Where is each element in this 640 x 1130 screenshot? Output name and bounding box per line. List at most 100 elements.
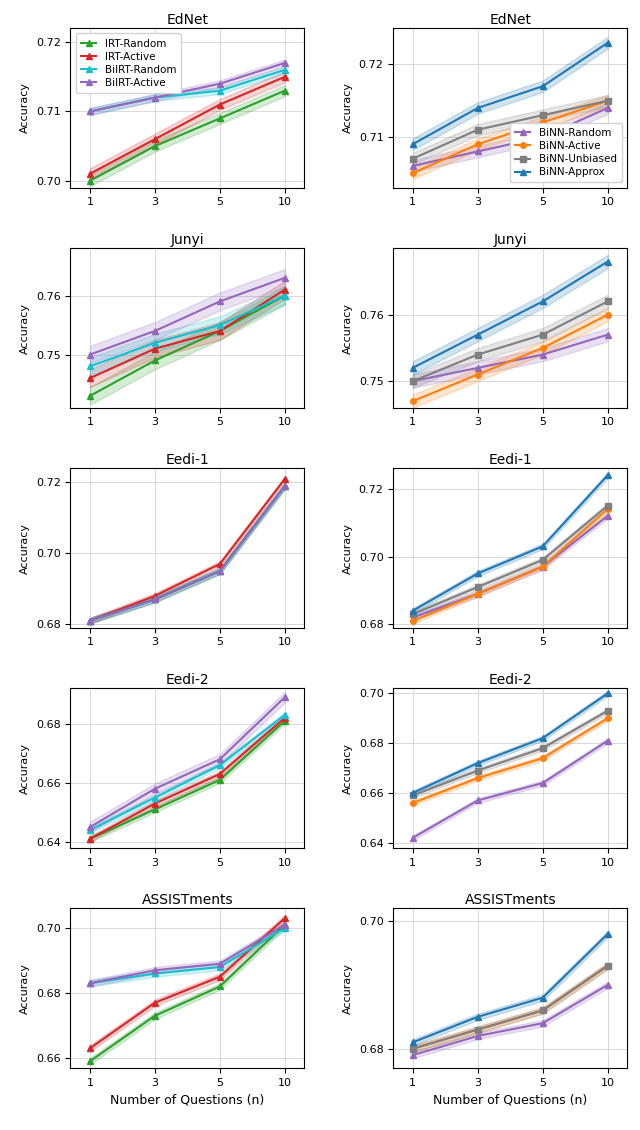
- BiNN-Active: [604, 712, 612, 725]
- BiNN-Active: [604, 308, 612, 322]
- BiNN-Unbiased: [474, 581, 481, 594]
- Legend: IRT-Random, IRT-Active, BiIRT-Random, BiIRT-Active: IRT-Random, IRT-Active, BiIRT-Random, Bi…: [76, 34, 182, 94]
- Legend: BiNN-Random, BiNN-Active, BiNN-Unbiased, BiNN-Approx: BiNN-Random, BiNN-Active, BiNN-Unbiased,…: [509, 123, 622, 182]
- Line: IRT-Active: IRT-Active: [87, 287, 287, 381]
- IRT-Active: [86, 372, 93, 385]
- IRT-Random: [86, 174, 93, 188]
- BiIRT-Active: [86, 820, 93, 834]
- Line: BiNN-Active: BiNN-Active: [410, 98, 611, 176]
- BiIRT-Active: [86, 105, 93, 119]
- IRT-Random: [151, 802, 159, 816]
- BiIRT-Random: [86, 976, 93, 990]
- Line: BiNN-Active: BiNN-Active: [410, 963, 611, 1052]
- BiNN-Random: [474, 362, 481, 375]
- BiIRT-Random: [216, 960, 224, 974]
- IRT-Random: [216, 980, 224, 993]
- BiNN-Unbiased: [409, 374, 417, 388]
- BiIRT-Random: [216, 564, 224, 577]
- BiNN-Unbiased: [539, 554, 547, 567]
- X-axis label: Number of Questions (n): Number of Questions (n): [110, 1093, 264, 1106]
- IRT-Active: [281, 472, 289, 486]
- BiNN-Active: [539, 560, 547, 574]
- BiNN-Random: [604, 102, 612, 115]
- BiNN-Active: [409, 615, 417, 628]
- IRT-Random: [86, 1054, 93, 1068]
- BiIRT-Random: [281, 479, 289, 493]
- Title: Eedi-1: Eedi-1: [166, 453, 209, 467]
- Line: BiIRT-Active: BiIRT-Active: [87, 922, 287, 986]
- Title: Junyi: Junyi: [171, 233, 204, 247]
- BiNN-Active: [409, 1042, 417, 1055]
- BiNN-Approx: [539, 79, 547, 93]
- BiNN-Active: [409, 166, 417, 180]
- Line: BiIRT-Random: BiIRT-Random: [87, 484, 287, 624]
- Title: EdNet: EdNet: [489, 14, 531, 27]
- BiIRT-Random: [281, 709, 289, 722]
- Line: IRT-Random: IRT-Random: [87, 88, 287, 183]
- BiNN-Unbiased: [604, 498, 612, 512]
- IRT-Random: [216, 324, 224, 338]
- BiNN-Active: [539, 751, 547, 765]
- BiNN-Active: [474, 588, 481, 601]
- IRT-Active: [151, 342, 159, 356]
- BiNN-Active: [604, 94, 612, 107]
- Y-axis label: Accuracy: Accuracy: [343, 742, 353, 793]
- Line: BiNN-Unbiased: BiNN-Unbiased: [410, 503, 611, 617]
- IRT-Random: [151, 139, 159, 153]
- BiNN-Active: [474, 1023, 481, 1036]
- Y-axis label: Accuracy: Accuracy: [343, 303, 353, 354]
- BiNN-Approx: [604, 36, 612, 50]
- Line: BiIRT-Random: BiIRT-Random: [87, 67, 287, 114]
- IRT-Random: [281, 918, 289, 931]
- BiNN-Approx: [474, 567, 481, 581]
- BiNN-Unbiased: [604, 704, 612, 718]
- BiNN-Random: [409, 1049, 417, 1062]
- Line: BiNN-Unbiased: BiNN-Unbiased: [410, 298, 611, 384]
- Line: IRT-Active: IRT-Active: [87, 915, 287, 1051]
- BiNN-Random: [604, 328, 612, 341]
- BiIRT-Active: [151, 964, 159, 977]
- IRT-Active: [151, 132, 159, 146]
- Title: EdNet: EdNet: [166, 14, 209, 27]
- Y-axis label: Accuracy: Accuracy: [20, 742, 30, 793]
- Line: IRT-Active: IRT-Active: [87, 715, 287, 842]
- Line: BiNN-Approx: BiNN-Approx: [410, 40, 611, 147]
- BiNN-Approx: [409, 138, 417, 151]
- BiNN-Random: [409, 159, 417, 173]
- IRT-Active: [216, 324, 224, 338]
- BiNN-Approx: [604, 927, 612, 940]
- BiIRT-Active: [216, 753, 224, 766]
- BiNN-Random: [409, 611, 417, 625]
- Line: IRT-Active: IRT-Active: [87, 73, 287, 176]
- IRT-Active: [86, 167, 93, 181]
- BiNN-Unbiased: [474, 123, 481, 137]
- Line: BiNN-Unbiased: BiNN-Unbiased: [410, 98, 611, 162]
- Line: IRT-Active: IRT-Active: [87, 476, 287, 624]
- BiIRT-Active: [216, 564, 224, 577]
- IRT-Active: [216, 97, 224, 111]
- Title: Eedi-2: Eedi-2: [488, 673, 532, 687]
- Y-axis label: Accuracy: Accuracy: [20, 303, 30, 354]
- Line: BiIRT-Active: BiIRT-Active: [87, 60, 287, 114]
- BiNN-Unbiased: [474, 1023, 481, 1036]
- Line: BiNN-Random: BiNN-Random: [410, 738, 611, 841]
- Y-axis label: Accuracy: Accuracy: [343, 82, 353, 133]
- IRT-Active: [281, 711, 289, 724]
- BiNN-Approx: [474, 1010, 481, 1024]
- Line: IRT-Random: IRT-Random: [87, 293, 287, 399]
- BiNN-Approx: [604, 254, 612, 268]
- BiNN-Unbiased: [409, 608, 417, 622]
- BiNN-Approx: [539, 991, 547, 1005]
- Line: BiNN-Random: BiNN-Random: [410, 513, 611, 620]
- Y-axis label: Accuracy: Accuracy: [343, 522, 353, 574]
- BiNN-Active: [474, 367, 481, 381]
- BiIRT-Random: [86, 824, 93, 837]
- Line: BiNN-Unbiased: BiNN-Unbiased: [410, 963, 611, 1052]
- BiIRT-Active: [281, 918, 289, 931]
- BiNN-Active: [409, 394, 417, 408]
- BiIRT-Random: [151, 90, 159, 104]
- Line: BiNN-Active: BiNN-Active: [410, 715, 611, 806]
- IRT-Random: [86, 614, 93, 627]
- IRT-Active: [86, 832, 93, 845]
- BiNN-Active: [474, 772, 481, 785]
